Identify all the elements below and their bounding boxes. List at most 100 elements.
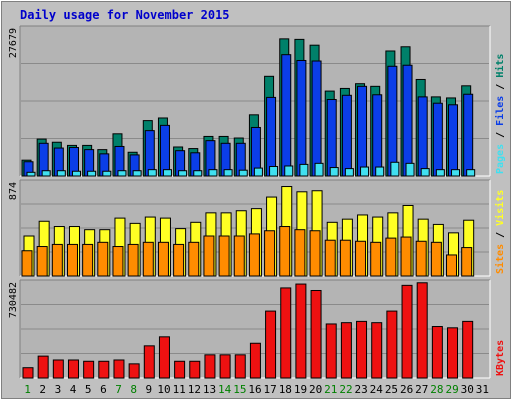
kbytes-bar-kbytes-day-1 bbox=[22, 367, 34, 379]
visits-label-part-0: Sites bbox=[494, 244, 506, 274]
visits-bar-sites-day-23 bbox=[355, 240, 367, 277]
hits-bar-pages-day-25 bbox=[390, 161, 400, 177]
x-tick-label-9: 9 bbox=[146, 383, 153, 396]
kbytes-bar-kbytes-day-18 bbox=[280, 287, 292, 379]
x-tick-label-10: 10 bbox=[157, 383, 170, 396]
x-tick-label-15: 15 bbox=[233, 383, 246, 396]
x-tick-label-1: 1 bbox=[24, 383, 31, 396]
hits-bar-pages-day-15 bbox=[238, 169, 248, 177]
kbytes-bar-kbytes-day-15 bbox=[234, 354, 246, 379]
kbytes-bar-kbytes-day-17 bbox=[265, 310, 277, 379]
visits-bar-sites-day-5 bbox=[82, 243, 94, 277]
hits-bar-pages-day-26 bbox=[405, 162, 415, 177]
hits-bar-files-day-26 bbox=[402, 64, 413, 177]
visits-bar-sites-day-27 bbox=[415, 240, 427, 277]
x-tick-label-31: 31 bbox=[476, 383, 489, 396]
hits-bar-pages-day-21 bbox=[329, 167, 339, 177]
hits-bar-pages-day-2 bbox=[41, 170, 51, 177]
kbytes-bar-kbytes-day-27 bbox=[416, 282, 428, 379]
hits-bar-pages-day-22 bbox=[344, 168, 354, 177]
kbytes-bar-kbytes-day-28 bbox=[431, 326, 443, 379]
kbytes-max-label: 730482 bbox=[8, 282, 19, 318]
kbytes-bar-kbytes-day-19 bbox=[295, 283, 307, 379]
hits-bar-files-day-18 bbox=[281, 54, 292, 177]
visits-label-part-2: Visits bbox=[494, 190, 506, 226]
hits-bar-pages-day-18 bbox=[284, 165, 294, 177]
hits-bar-pages-day-20 bbox=[314, 162, 324, 177]
hits-bar-pages-day-1 bbox=[26, 171, 36, 177]
hits-bar-pages-day-9 bbox=[147, 169, 157, 177]
hits-bar-pages-day-30 bbox=[466, 169, 476, 177]
hits-bar-pages-day-5 bbox=[87, 170, 97, 177]
visits-bar-sites-day-26 bbox=[400, 236, 412, 277]
hits-bar-pages-day-16 bbox=[253, 167, 263, 177]
visits-bar-sites-day-2 bbox=[36, 246, 48, 277]
kbytes-bar-kbytes-day-14 bbox=[219, 354, 231, 379]
x-tick-label-8: 8 bbox=[130, 383, 137, 396]
x-tick-label-6: 6 bbox=[100, 383, 107, 396]
x-tick-label-12: 12 bbox=[188, 383, 201, 396]
kbytes-bar-kbytes-day-26 bbox=[401, 284, 413, 379]
kbytes-bar-kbytes-day-22 bbox=[340, 322, 352, 379]
hits-label-part-2: Files bbox=[494, 96, 506, 126]
visits-bar-sites-day-11 bbox=[173, 243, 185, 277]
visits-series-label: Sites / Visits bbox=[494, 190, 506, 274]
hits-bar-pages-day-3 bbox=[56, 170, 66, 177]
x-tick-label-25: 25 bbox=[385, 383, 398, 396]
kbytes-bar-kbytes-day-10 bbox=[158, 336, 170, 379]
kbytes-bar-kbytes-day-6 bbox=[98, 360, 110, 379]
visits-bar-sites-day-14 bbox=[218, 235, 230, 277]
kbytes-bar-kbytes-day-16 bbox=[249, 342, 261, 379]
chart-title: Daily usage for November 2015 bbox=[20, 8, 230, 22]
kbytes-series-label: KBytes bbox=[495, 340, 506, 376]
visits-bar-sites-day-24 bbox=[370, 241, 382, 277]
kbytes-bar-kbytes-day-30 bbox=[462, 320, 474, 379]
visits-bar-sites-day-13 bbox=[203, 235, 215, 277]
x-tick-label-11: 11 bbox=[173, 383, 186, 396]
visits-bar-sites-day-7 bbox=[112, 246, 124, 277]
x-tick-label-20: 20 bbox=[309, 383, 322, 396]
x-tick-label-17: 17 bbox=[264, 383, 277, 396]
visits-bar-sites-day-15 bbox=[233, 235, 245, 277]
hits-bar-files-day-27 bbox=[417, 96, 428, 177]
hits-label-part-0: Pages bbox=[495, 144, 506, 174]
x-tick-label-3: 3 bbox=[55, 383, 62, 396]
visits-bar-sites-day-6 bbox=[97, 241, 109, 277]
hits-bar-pages-day-28 bbox=[435, 169, 445, 177]
x-tick-label-14: 14 bbox=[218, 383, 232, 396]
visits-max-label: 874 bbox=[8, 182, 19, 200]
x-tick-label-13: 13 bbox=[203, 383, 216, 396]
x-tick-label-27: 27 bbox=[415, 383, 428, 396]
hits-bar-files-day-10 bbox=[159, 124, 170, 177]
visits-bar-sites-day-22 bbox=[339, 239, 351, 277]
kbytes-bar-kbytes-day-20 bbox=[310, 289, 322, 379]
hits-bar-pages-day-13 bbox=[208, 169, 218, 177]
hits-series-label: Pages / Files / Hits bbox=[494, 54, 506, 174]
hits-bar-pages-day-12 bbox=[193, 170, 203, 177]
kbytes-bar-kbytes-day-3 bbox=[52, 359, 64, 379]
kbytes-bar-kbytes-day-13 bbox=[204, 354, 216, 379]
hits-bar-pages-day-24 bbox=[375, 166, 385, 177]
visits-bar-sites-day-29 bbox=[446, 254, 458, 277]
visits-bar-sites-day-20 bbox=[309, 230, 321, 277]
x-tick-label-16: 16 bbox=[248, 383, 261, 396]
kbytes-bar-kbytes-day-2 bbox=[37, 355, 49, 379]
kbytes-label-part-0: KBytes bbox=[495, 340, 506, 376]
hits-bar-pages-day-6 bbox=[102, 170, 112, 177]
kbytes-bar-kbytes-day-12 bbox=[189, 360, 201, 379]
x-tick-label-18: 18 bbox=[279, 383, 292, 396]
hits-bar-pages-day-27 bbox=[420, 168, 430, 177]
x-tick-label-30: 30 bbox=[461, 383, 474, 396]
visits-bar-sites-day-28 bbox=[430, 241, 442, 277]
visits-bar-sites-day-18 bbox=[279, 226, 291, 277]
kbytes-bar-kbytes-day-8 bbox=[128, 363, 140, 379]
visits-bar-sites-day-3 bbox=[51, 243, 63, 277]
hits-bar-pages-day-14 bbox=[223, 169, 233, 177]
visits-bar-sites-day-8 bbox=[127, 243, 139, 277]
visits-bar-sites-day-1 bbox=[21, 250, 33, 277]
hits-bar-files-day-23 bbox=[357, 85, 368, 177]
visits-bar-sites-day-10 bbox=[157, 241, 169, 277]
hits-bar-pages-day-8 bbox=[132, 170, 142, 177]
kbytes-bar-kbytes-day-5 bbox=[83, 360, 95, 379]
